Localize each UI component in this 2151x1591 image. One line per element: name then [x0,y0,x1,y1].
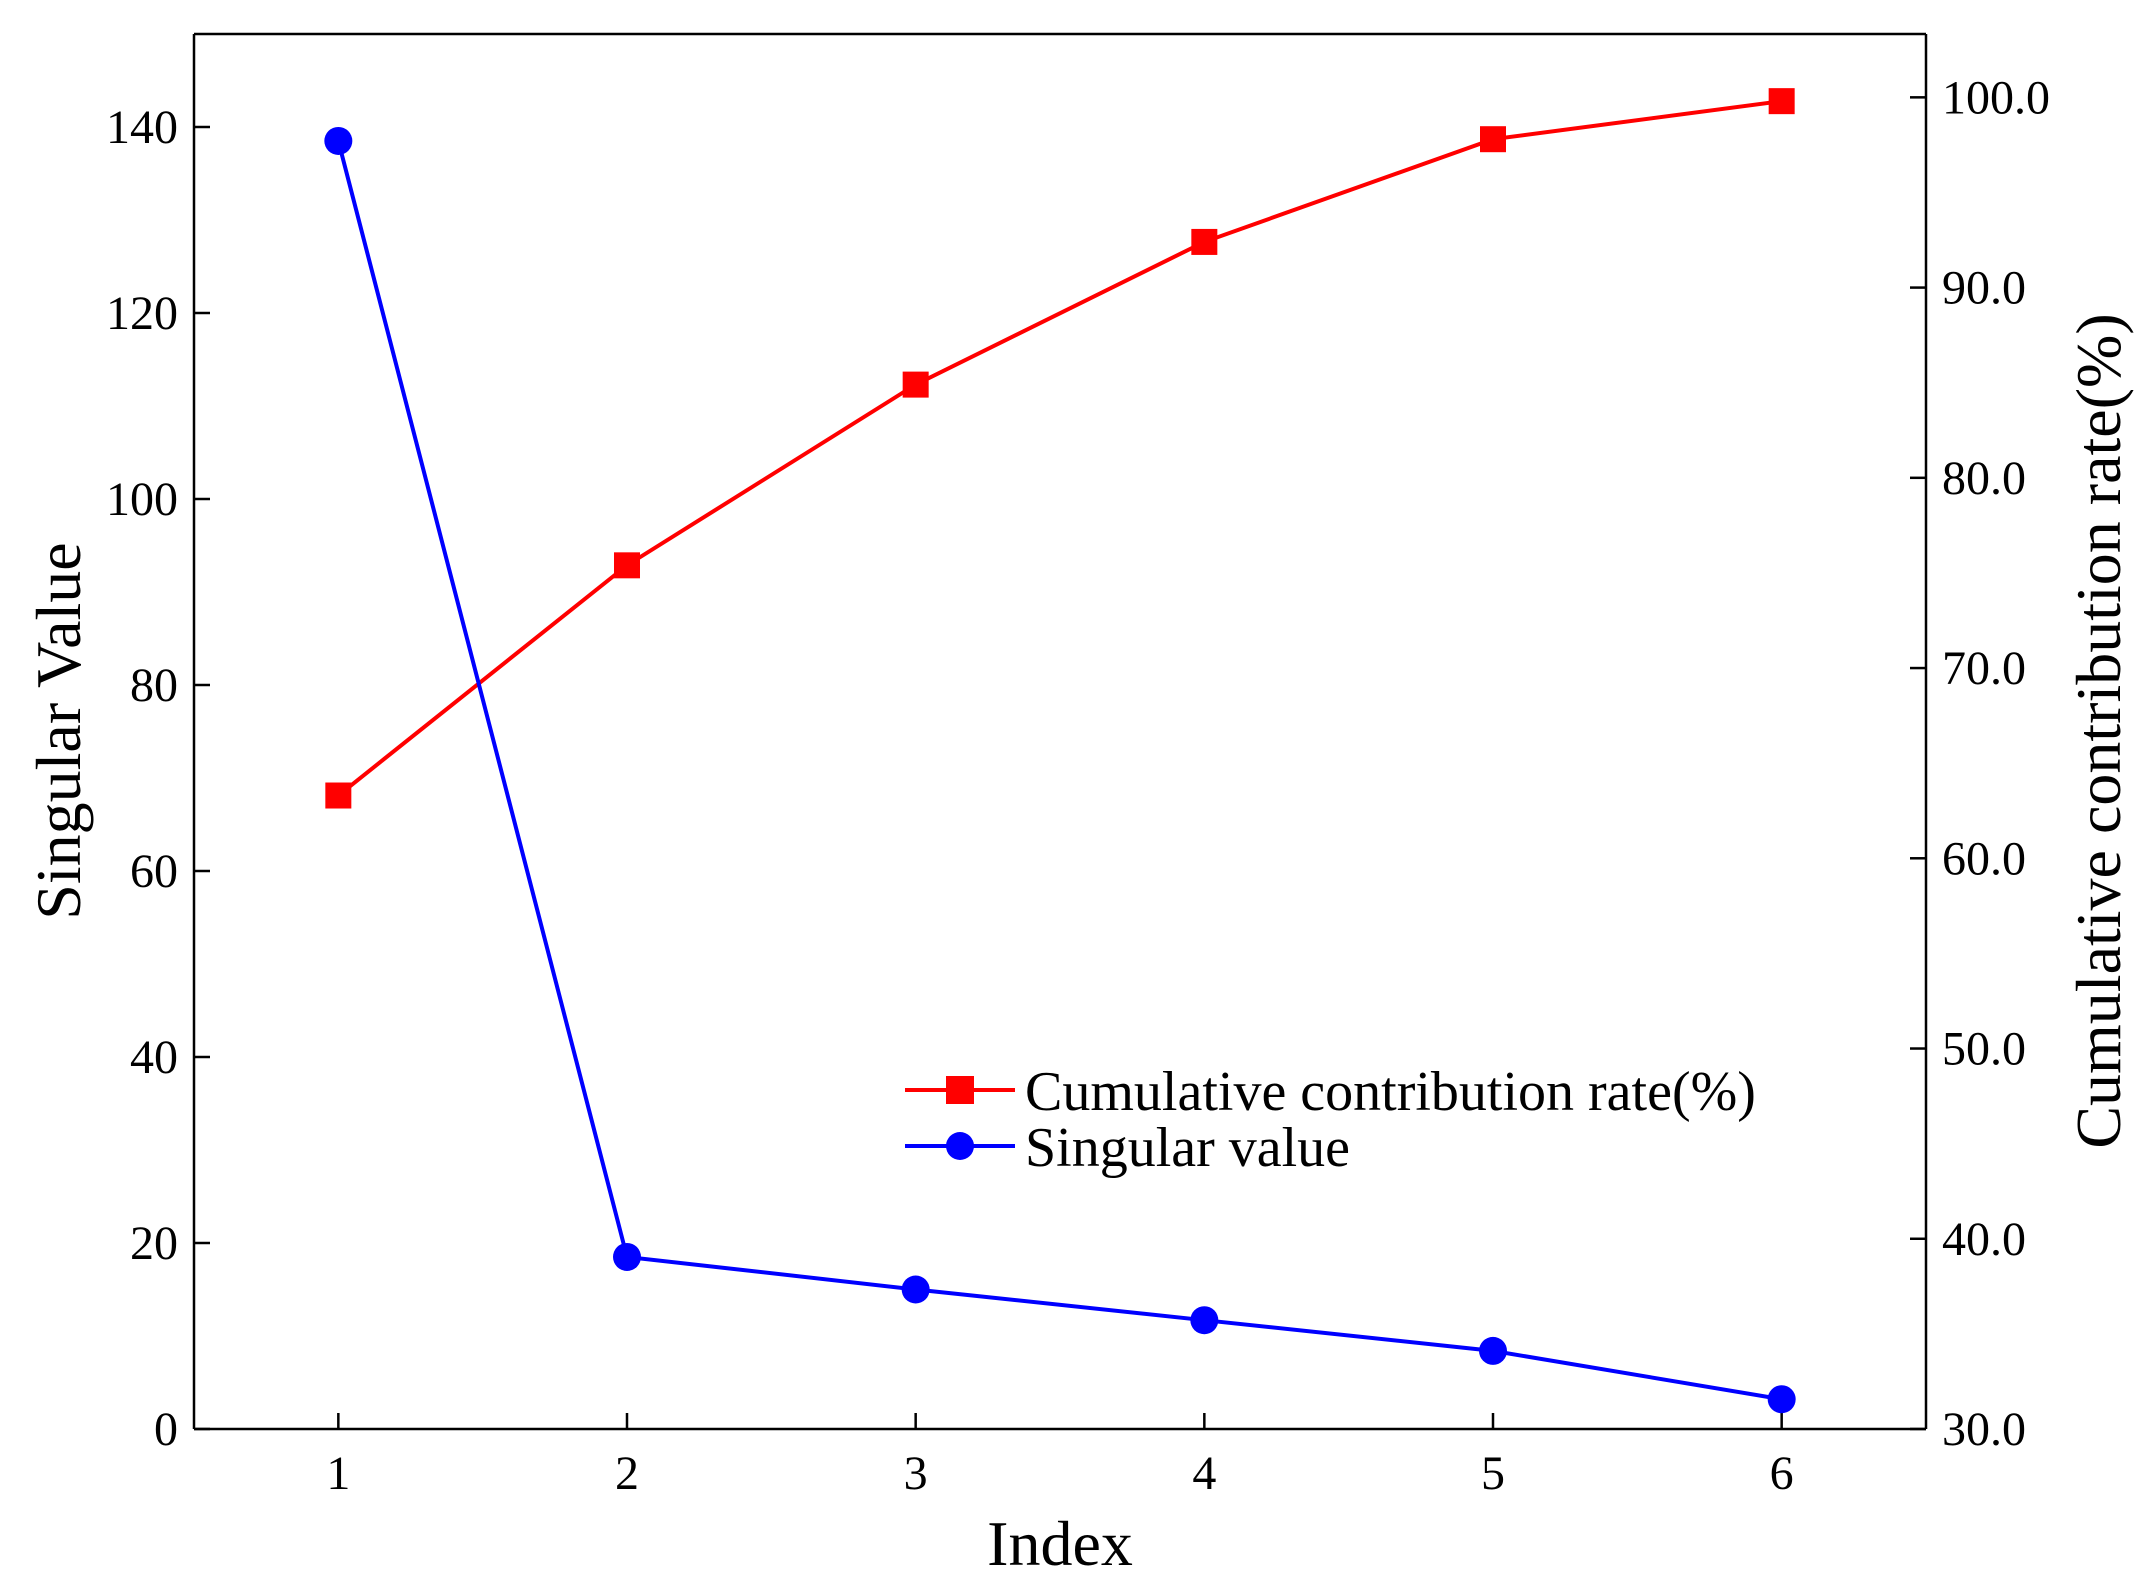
y2-tick-label: 100.0 [1942,71,2050,124]
y2-tick-label: 90.0 [1942,262,2026,315]
y2-tick-label: 40.0 [1942,1213,2026,1266]
y-tick-label: 60 [130,845,178,898]
data-point-cumulative [1768,88,1795,115]
legend-label-cumulative: Cumulative contribution rate(%) [1025,1061,1756,1123]
y-tick-label: 100 [106,473,178,526]
x-tick-label: 6 [1770,1447,1794,1500]
y2-axis-title: Cumulative contribution rate(%) [2063,313,2134,1148]
y2-tick-label: 80.0 [1942,452,2026,505]
legend: Cumulative contribution rate(%) Singular… [905,1061,1756,1179]
axis-ticks: 1 2 3 4 5 602040608010012014030.040.050.060.0… [106,71,2050,1500]
data-point-cumulative [1191,228,1218,255]
series-line-singular [336,140,1782,1402]
data-point-singular [613,1242,641,1271]
x-tick-label: 3 [904,1447,928,1500]
y2-tick-label: 30.0 [1942,1403,2026,1456]
data-point-cumulative [614,552,640,579]
x-axis-title: Index [987,1508,1133,1579]
x-tick-label: 5 [1481,1447,1505,1500]
data-point-cumulative [325,782,352,809]
y-tick-label: 0 [154,1403,178,1456]
y-tick-label: 80 [130,659,178,712]
y2-tick-label: 70.0 [1942,642,2026,695]
data-point-cumulative [1480,126,1506,153]
x-tick-label: 2 [615,1447,639,1500]
x-tick-label: 4 [1192,1447,1216,1500]
y-axis-title: Singular Value [23,542,94,919]
data-point-singular [1479,1336,1507,1365]
legend-label-singular: Singular value [1025,1117,1350,1179]
data-point-singular [901,1275,930,1304]
x-tick-label: 1 [326,1447,350,1500]
series-line-cumulative [337,99,1782,798]
plot-frame [192,32,1928,1431]
data-point-singular [1190,1306,1219,1335]
legend-marker-cumulative [946,1076,974,1104]
y-tick-label: 120 [106,287,178,340]
y-tick-label: 140 [106,101,178,154]
data-point-cumulative [902,371,929,398]
y2-tick-label: 60.0 [1942,832,2026,885]
y-tick-label: 40 [130,1031,178,1084]
legend-marker-singular [946,1132,974,1160]
data-point-singular [324,126,353,155]
y2-tick-label: 50.0 [1942,1023,2026,1076]
series-layer [324,88,1796,1414]
y-tick-label: 20 [130,1217,178,1270]
data-point-singular [1767,1385,1796,1414]
